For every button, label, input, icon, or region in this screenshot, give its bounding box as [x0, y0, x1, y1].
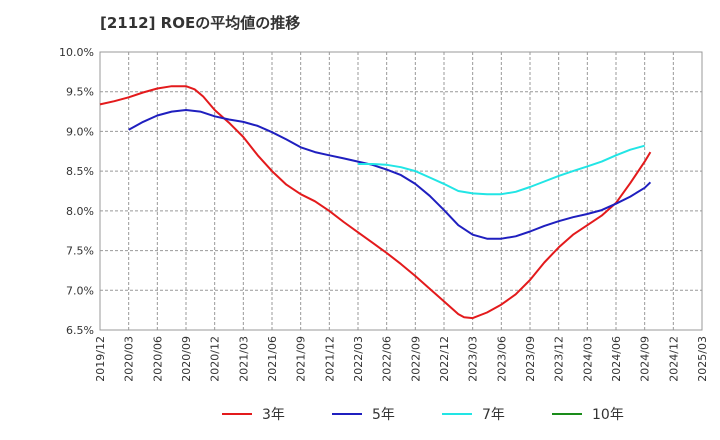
series-line-5年 — [128, 109, 652, 240]
series-line-7年 — [358, 144, 645, 196]
x-axis-ticks: 2019/12 2020/03 2020/06 2020/09 2020/12 2021/… — [94, 336, 709, 382]
x-tick-label: 2022/06 — [381, 336, 394, 382]
plot-area — [99, 51, 703, 331]
x-tick-label: 2020/03 — [123, 336, 136, 382]
x-tick-label: 2019/12 — [94, 336, 107, 382]
series-lines — [99, 85, 652, 320]
legend-label: 3年 — [262, 407, 285, 423]
x-tick-label: 2022/09 — [409, 336, 422, 382]
x-tick-label: 2024/03 — [581, 336, 594, 382]
y-tick-label: 7.0% — [66, 284, 94, 297]
x-tick-label: 2021/12 — [323, 336, 336, 382]
x-tick-label: 2025/03 — [696, 336, 709, 382]
grid-lines — [99, 51, 703, 331]
y-tick-label: 8.5% — [66, 165, 94, 178]
y-tick-label: 9.5% — [66, 86, 94, 99]
x-tick-label: 2024/12 — [667, 336, 680, 382]
x-tick-label: 2022/03 — [352, 336, 365, 382]
y-axis-ticks: 6.5% 7.0% 7.5% 8.0% 8.5% 9.0% 9.5% 10.0% — [59, 46, 94, 337]
x-tick-label: 2023/03 — [467, 336, 480, 382]
chart-title: [2112] ROEの平均値の推移 — [100, 14, 301, 32]
x-tick-label: 2023/09 — [524, 336, 537, 382]
series-line-3年 — [99, 85, 652, 320]
legend-label: 5年 — [372, 407, 395, 423]
legend-label: 10年 — [592, 407, 624, 423]
x-tick-label: 2021/06 — [266, 336, 279, 382]
x-tick-label: 2023/12 — [553, 336, 566, 382]
legend: 3年 5年 7年 10年 — [222, 407, 624, 423]
legend-label: 7年 — [482, 407, 505, 423]
x-tick-label: 2024/06 — [610, 336, 623, 382]
x-tick-label: 2021/03 — [237, 336, 250, 382]
y-tick-label: 9.0% — [66, 125, 94, 138]
x-tick-label: 2022/12 — [438, 336, 451, 382]
x-tick-label: 2020/09 — [180, 336, 193, 382]
y-tick-label: 7.5% — [66, 245, 94, 258]
x-tick-label: 2021/09 — [295, 336, 308, 382]
x-tick-label: 2023/06 — [495, 336, 508, 382]
y-tick-label: 10.0% — [59, 46, 94, 59]
y-tick-label: 8.0% — [66, 205, 94, 218]
x-tick-label: 2020/12 — [209, 336, 222, 382]
y-tick-label: 6.5% — [66, 324, 94, 337]
x-tick-label: 2020/06 — [151, 336, 164, 382]
x-tick-label: 2024/09 — [639, 336, 652, 382]
